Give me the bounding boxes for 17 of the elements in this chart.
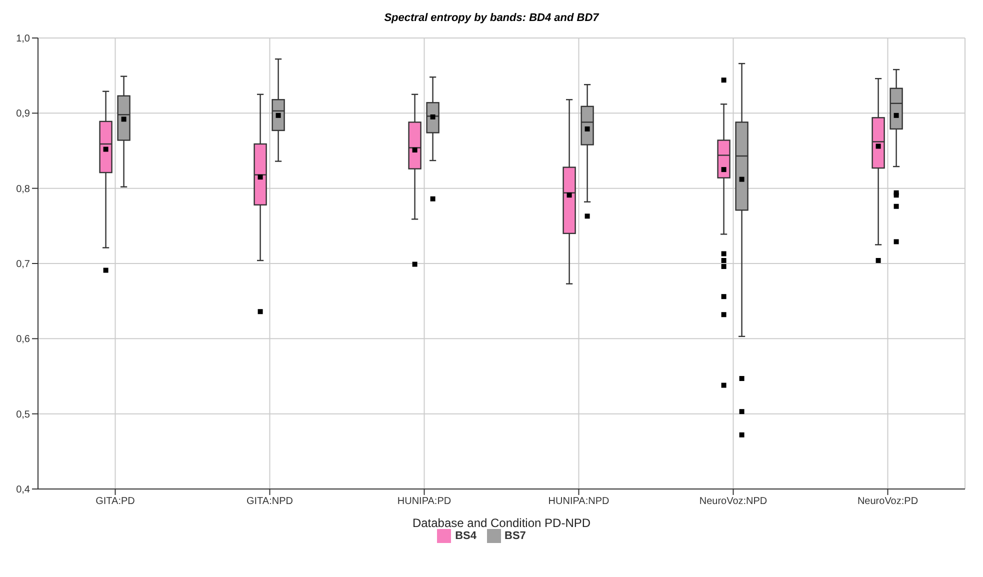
- legend-label: BS7: [504, 530, 526, 542]
- x-tick-label: NeuroVoz:PD: [857, 496, 918, 508]
- x-tick-label: HUNIPA:NPD: [548, 496, 610, 508]
- x-tick-label: NeuroVoz:NPD: [699, 496, 768, 508]
- x-tick-label: GITA:PD: [96, 496, 135, 508]
- y-tick-label: 0,9: [16, 108, 30, 120]
- y-tick-label: 0,5: [16, 409, 30, 420]
- chart-title: Spectral entropy by bands: BD4 and BD7: [383, 11, 600, 26]
- x-axis-title: Database and Condition PD-NPD: [412, 516, 591, 530]
- y-tick-label: 0,4: [16, 484, 30, 496]
- y-tick-label: 0,7: [16, 259, 30, 270]
- y-tick-label: 1,0: [16, 34, 30, 45]
- x-tick-label: GITA:NPD: [246, 496, 293, 508]
- x-tick-label: HUNIPA:PD: [397, 496, 452, 508]
- y-tick-label: 0,8: [16, 184, 30, 195]
- y-tick-label: 0,6: [16, 334, 30, 346]
- legend-label: BS4: [455, 530, 476, 542]
